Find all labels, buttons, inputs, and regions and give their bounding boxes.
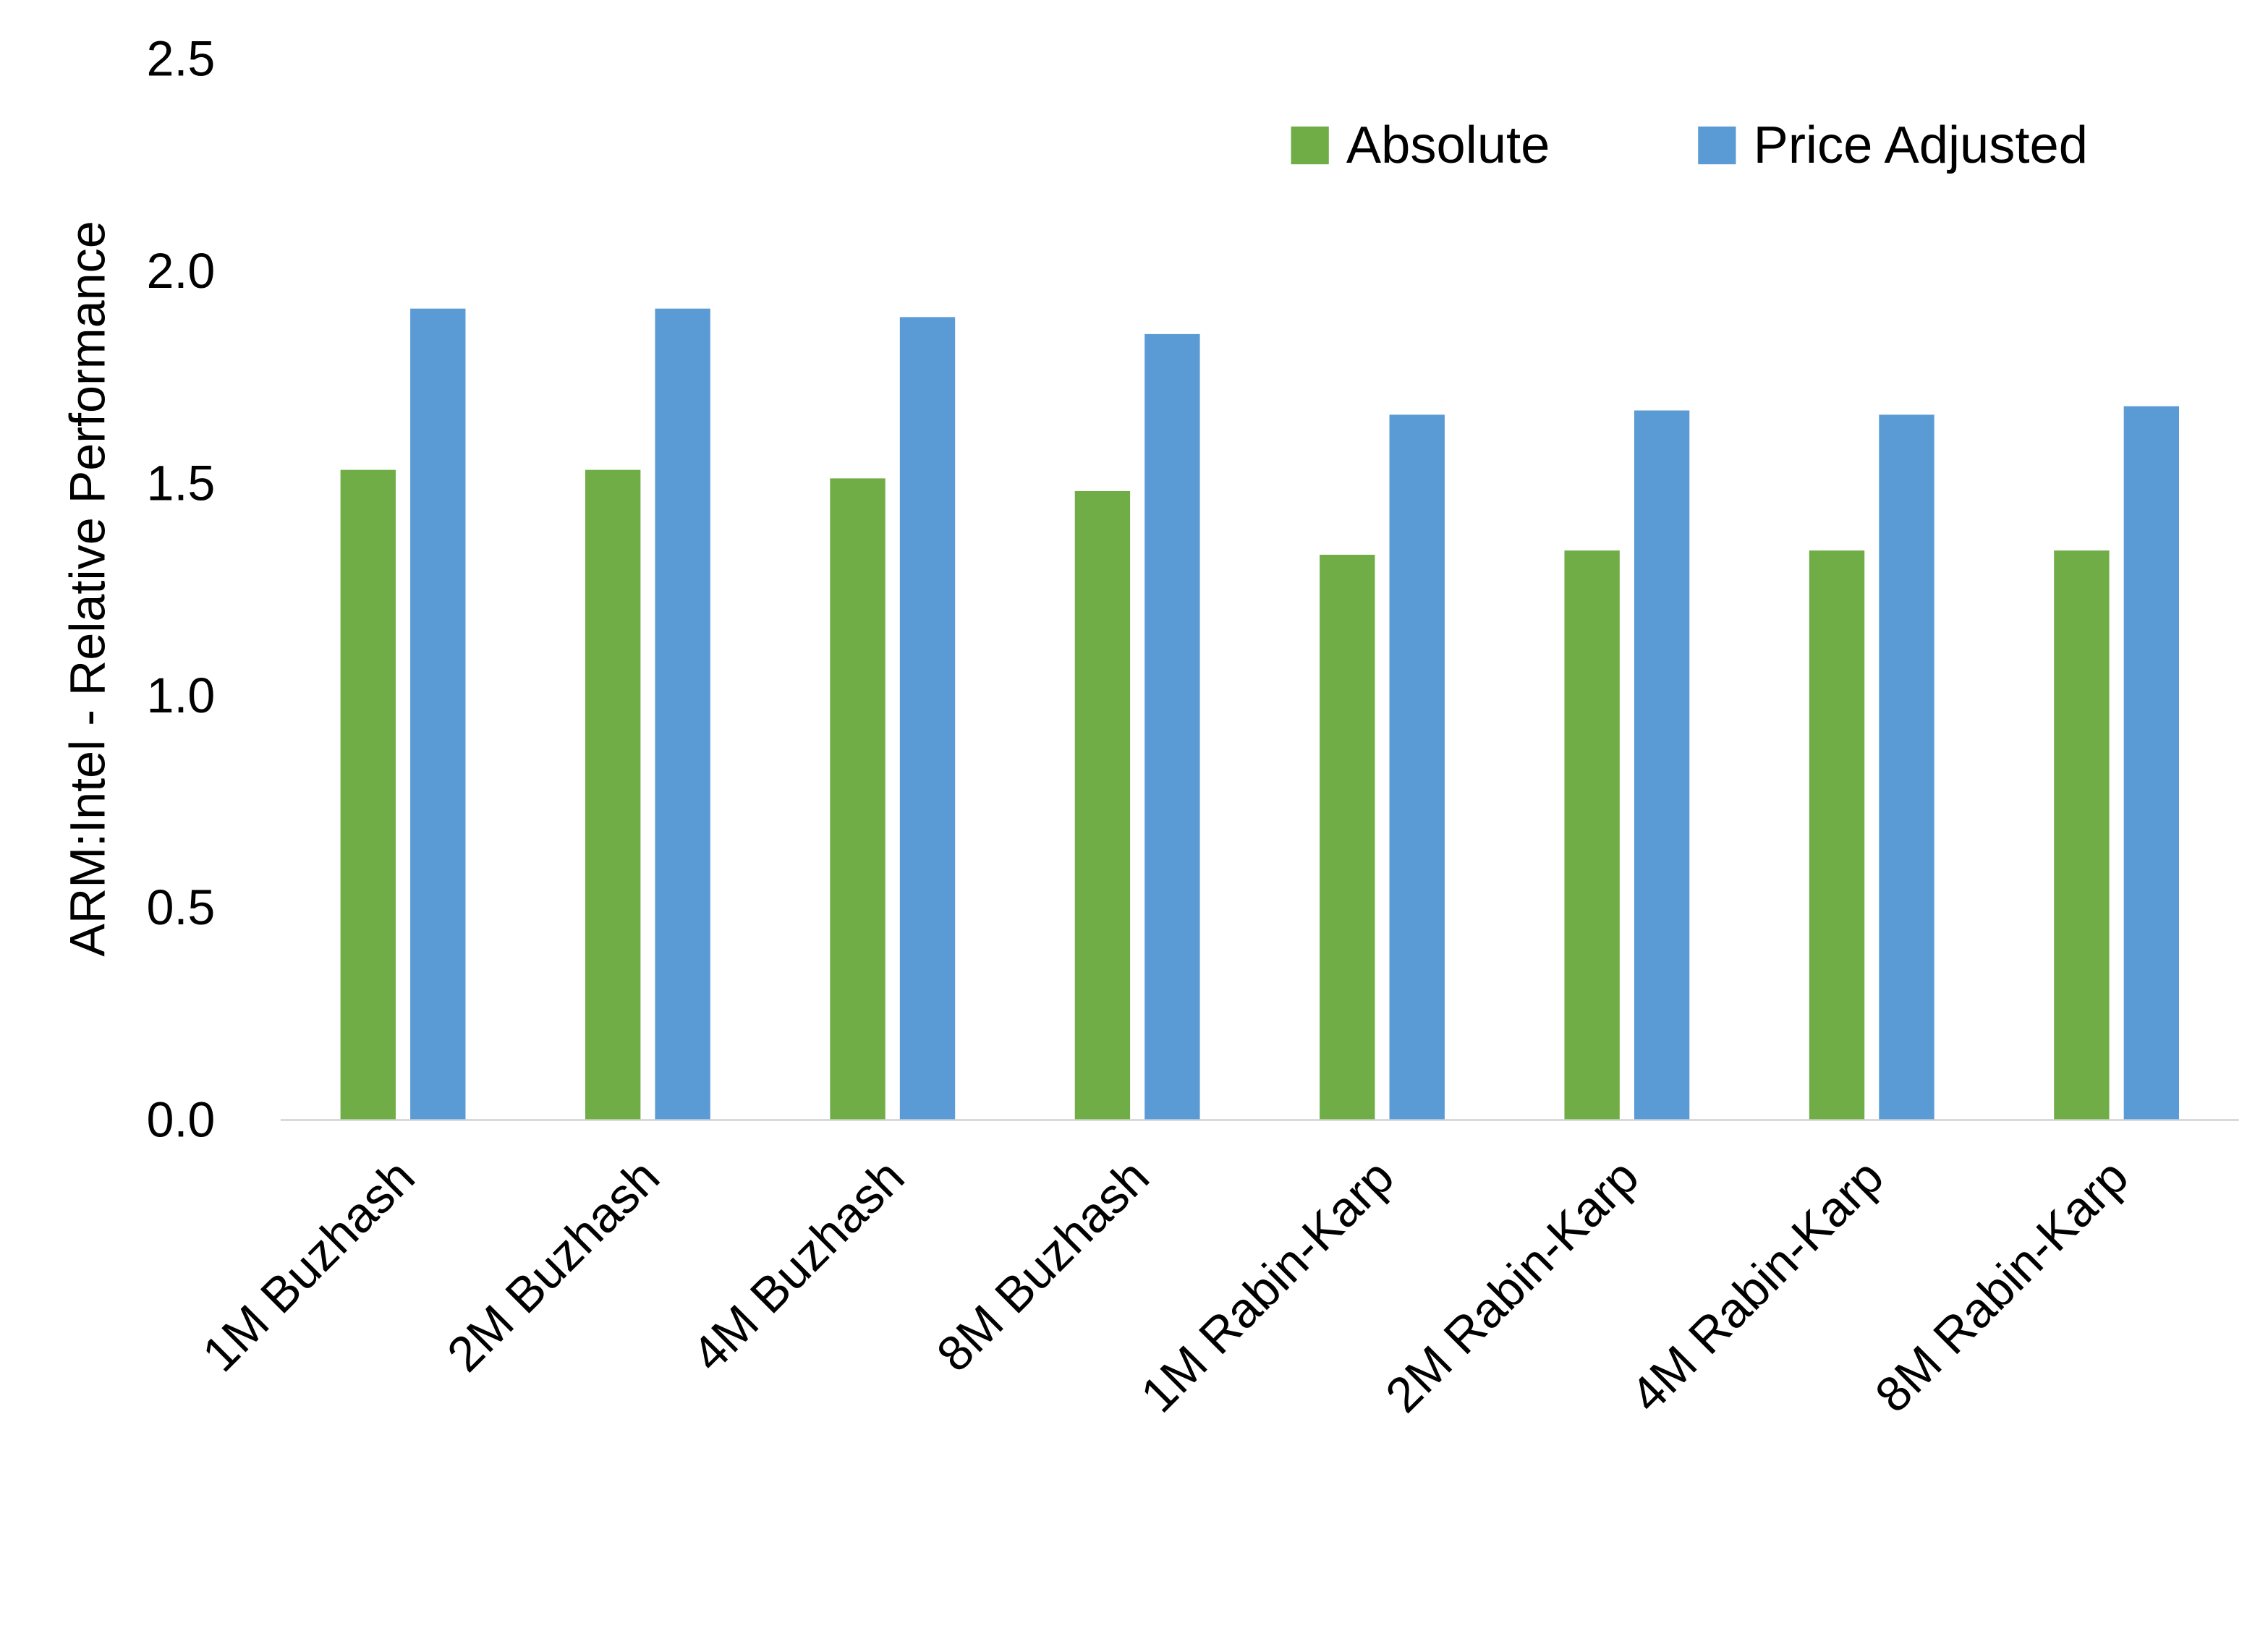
legend: Absolute Price Adjusted (1291, 116, 2088, 174)
y-tick-label: 2.5 (146, 32, 215, 87)
x-tick-label: 8M Rabin-Karp (1865, 1149, 2139, 1423)
bar-price-adjusted (1879, 414, 1934, 1120)
bar-price-adjusted (1389, 414, 1445, 1120)
x-tick-label: 1M Rabin-Karp (1131, 1149, 1405, 1423)
bar-absolute (340, 469, 396, 1120)
bar-price-adjusted (2123, 406, 2180, 1120)
bar-absolute (2054, 550, 2110, 1120)
x-tick-label: 2M Buzhash (437, 1149, 670, 1382)
bar-price-adjusted (655, 308, 710, 1120)
x-tick-label: 8M Buzhash (927, 1149, 1160, 1382)
legend-swatch (1291, 126, 1329, 165)
legend-label: Absolute (1346, 116, 1550, 174)
x-tick-label: 4M Rabin-Karp (1620, 1149, 1894, 1423)
x-tick-label: 2M Rabin-Karp (1375, 1149, 1649, 1423)
bar-absolute (585, 469, 641, 1120)
legend-label: Price Adjusted (1754, 116, 2088, 174)
y-tick-label: 1.5 (146, 456, 215, 511)
legend-swatch (1698, 126, 1736, 165)
bar-absolute (1074, 490, 1131, 1120)
y-tick-label: 0.0 (146, 1093, 215, 1148)
y-axis-label: ARM:Intel - Relative Performance (61, 221, 116, 956)
bar-price-adjusted (899, 317, 956, 1120)
y-tick-label: 1.0 (146, 668, 215, 723)
x-tick-label: 1M Buzhash (192, 1149, 425, 1382)
bar-absolute (1564, 550, 1620, 1120)
y-tick-label: 0.5 (146, 880, 215, 935)
x-tick-label: 4M Buzhash (681, 1149, 914, 1382)
bar-absolute (1320, 555, 1375, 1120)
bar-absolute (1809, 550, 1865, 1120)
bar-price-adjusted (1634, 410, 1690, 1120)
bar-price-adjusted (1144, 333, 1200, 1120)
bar-price-adjusted (410, 308, 466, 1120)
y-tick-label: 2.0 (146, 244, 215, 299)
bar-absolute (830, 478, 885, 1120)
